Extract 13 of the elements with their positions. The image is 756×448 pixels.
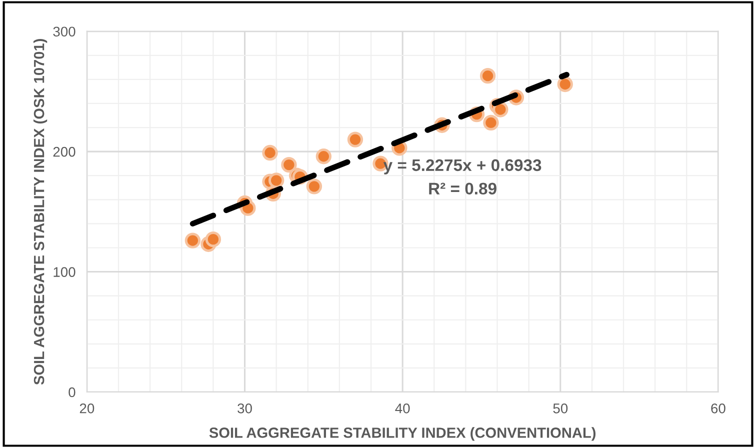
annotation: R² = 0.89 [429,182,496,195]
y-tick-label: 200 [53,146,76,157]
annotation: y = 5.2275x + 0.6933 [383,159,542,174]
x-tick-label: 50 [553,403,568,414]
x-axis-title: SOIL AGGREGATE STABILITY INDEX (CONVENTIONAL) [209,427,596,441]
y-tick-label: 100 [54,267,76,277]
y-tick-label: 0 [68,387,76,398]
x-tick-label: 30 [238,403,252,414]
x-tick-label: 60 [711,403,726,414]
y-tick-label: 300 [53,26,76,37]
y-axis-title: SOIL AGGREGATE STABILITY INDEX (OSK 10701) [34,38,48,385]
x-tick-label: 40 [395,403,410,414]
x-tick-label: 20 [80,403,94,414]
